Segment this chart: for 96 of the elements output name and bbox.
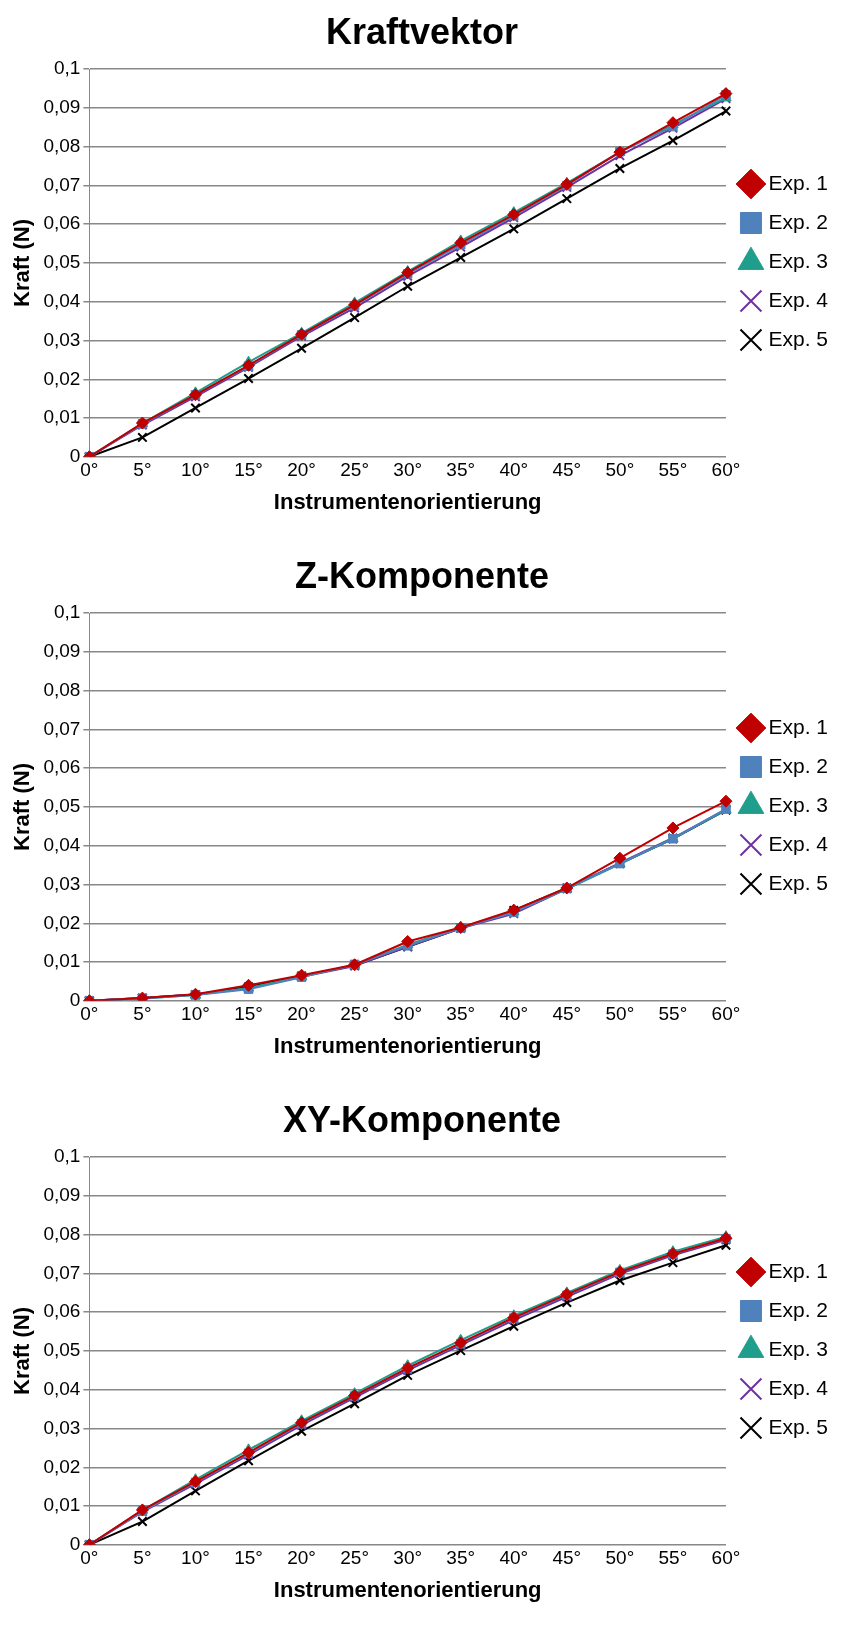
y-tick-label: 0,09 <box>43 640 81 662</box>
x-tick-label: 20° <box>287 459 316 481</box>
y-tick-label: 0,05 <box>43 795 81 817</box>
x-axis-title: Instrumentenorientierung <box>273 488 542 514</box>
y-tick-label: 0 <box>69 989 81 1011</box>
y-tick-label: 0,1 <box>53 1145 81 1167</box>
x-tick-label: 30° <box>393 1547 423 1569</box>
legend-label: Exp. 1 <box>768 714 829 738</box>
chart-title: Kraftvektor <box>325 10 519 52</box>
y-tick-label: 0,04 <box>43 1377 81 1399</box>
y-tick-label: 0,07 <box>43 717 81 739</box>
y-tick-label: 0,08 <box>43 1222 81 1244</box>
x-tick-label: 20° <box>287 1003 316 1025</box>
y-tick-label: 0,1 <box>53 57 81 79</box>
x-tick-label: 55° <box>658 1003 688 1025</box>
y-tick-label: 0 <box>69 445 81 467</box>
legend-label: Exp. 2 <box>768 753 829 777</box>
x-tick-label: 60° <box>711 1547 741 1569</box>
y-axis-title: Kraft (N) <box>9 219 35 307</box>
legend-label: Exp. 2 <box>768 209 829 233</box>
y-tick-label: 0,09 <box>43 96 81 118</box>
y-tick-label: 0,07 <box>43 1261 81 1283</box>
legend-label: Exp. 1 <box>768 170 829 194</box>
x-axis-title: Instrumentenorientierung <box>273 1576 542 1602</box>
y-tick-label: 0,05 <box>43 251 81 273</box>
y-tick-label: 0,03 <box>43 328 81 350</box>
y-tick-label: 0,06 <box>43 756 81 778</box>
x-tick-label: 45° <box>552 1003 582 1025</box>
x-tick-label: 40° <box>499 459 529 481</box>
x-tick-label: 0° <box>80 1547 99 1569</box>
x-tick-label: 15° <box>234 459 263 481</box>
x-tick-label: 0° <box>80 459 99 481</box>
y-axis-title: Kraft (N) <box>9 1307 35 1395</box>
x-tick-label: 5° <box>133 459 152 481</box>
y-tick-label: 0,1 <box>53 601 81 623</box>
legend-label: Exp. 4 <box>768 1375 829 1399</box>
legend-label: Exp. 2 <box>768 1297 829 1321</box>
legend-label: Exp. 4 <box>768 287 829 311</box>
x-tick-label: 50° <box>605 1547 635 1569</box>
x-tick-label: 25° <box>340 1003 369 1025</box>
y-tick-label: 0,01 <box>43 1494 81 1516</box>
x-tick-label: 40° <box>499 1547 529 1569</box>
y-tick-label: 0,02 <box>43 911 81 933</box>
x-tick-label: 50° <box>605 459 635 481</box>
x-tick-label: 20° <box>287 1547 316 1569</box>
y-tick-label: 0,03 <box>43 1416 81 1438</box>
x-tick-label: 55° <box>658 459 688 481</box>
x-tick-label: 30° <box>393 459 423 481</box>
x-tick-label: 10° <box>181 1003 210 1025</box>
x-tick-label: 60° <box>711 1003 741 1025</box>
y-tick-label: 0,06 <box>43 1300 81 1322</box>
x-tick-label: 25° <box>340 1547 369 1569</box>
legend-label: Exp. 3 <box>768 792 829 816</box>
legend-label: Exp. 5 <box>768 870 829 894</box>
x-tick-label: 0° <box>80 1003 99 1025</box>
y-tick-label: 0,04 <box>43 289 81 311</box>
y-tick-label: 0,07 <box>43 173 81 195</box>
y-tick-label: 0,08 <box>43 134 81 156</box>
x-tick-label: 10° <box>181 459 210 481</box>
y-tick-label: 0,09 <box>43 1184 81 1206</box>
y-tick-label: 0,02 <box>43 367 81 389</box>
legend-label: Exp. 3 <box>768 248 829 272</box>
y-tick-label: 0,04 <box>43 833 81 855</box>
x-tick-label: 45° <box>552 459 582 481</box>
legend-label: Exp. 1 <box>768 1258 829 1282</box>
x-tick-label: 15° <box>234 1003 263 1025</box>
y-tick-label: 0 <box>69 1533 81 1555</box>
x-tick-label: 55° <box>658 1547 688 1569</box>
legend-label: Exp. 5 <box>768 326 829 350</box>
chart-title: XY-Komponente <box>282 1098 562 1140</box>
x-tick-label: 10° <box>181 1547 210 1569</box>
x-tick-label: 40° <box>499 1003 529 1025</box>
x-tick-label: 5° <box>133 1547 152 1569</box>
y-tick-label: 0,06 <box>43 212 81 234</box>
x-tick-label: 35° <box>446 459 476 481</box>
y-tick-label: 0,02 <box>43 1455 81 1477</box>
x-tick-label: 30° <box>393 1003 423 1025</box>
legend-label: Exp. 3 <box>768 1336 829 1360</box>
x-tick-label: 5° <box>133 1003 152 1025</box>
y-tick-label: 0,08 <box>43 678 81 700</box>
y-tick-label: 0,05 <box>43 1339 81 1361</box>
y-tick-label: 0,01 <box>43 406 81 428</box>
x-axis-title: Instrumentenorientierung <box>273 1032 542 1058</box>
y-axis-title: Kraft (N) <box>9 763 35 851</box>
y-tick-label: 0,01 <box>43 950 81 972</box>
x-tick-label: 60° <box>711 459 741 481</box>
x-tick-label: 25° <box>340 459 369 481</box>
legend-label: Exp. 5 <box>768 1414 829 1438</box>
chart-title: Z-Komponente <box>295 554 549 596</box>
x-tick-label: 35° <box>446 1003 476 1025</box>
x-tick-label: 50° <box>605 1003 635 1025</box>
y-tick-label: 0,03 <box>43 872 81 894</box>
x-tick-label: 15° <box>234 1547 263 1569</box>
legend-label: Exp. 4 <box>768 831 829 855</box>
x-tick-label: 45° <box>552 1547 582 1569</box>
x-tick-label: 35° <box>446 1547 476 1569</box>
